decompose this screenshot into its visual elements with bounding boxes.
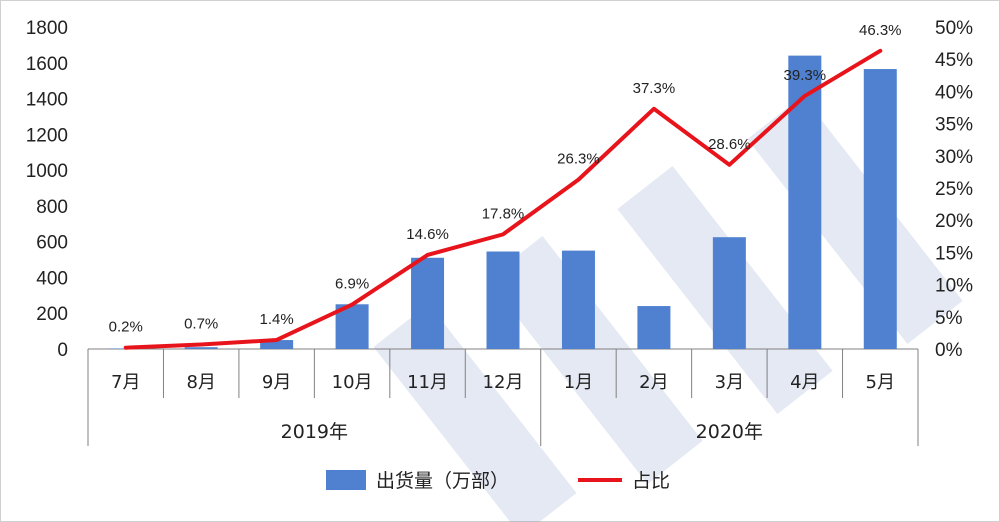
y-left-tick-label: 0 [57, 340, 68, 361]
data-label: 28.6% [708, 136, 751, 153]
x-category-label: 8月 [186, 372, 215, 393]
data-label: 0.2% [109, 319, 143, 336]
y-right-tick-label: 5% [935, 308, 963, 329]
y-right-tick-label: 45% [935, 50, 973, 71]
data-label: 6.9% [335, 276, 369, 293]
y-right-tick-label: 0% [935, 340, 963, 361]
x-category-label: 10月 [332, 372, 373, 393]
bar [561, 250, 595, 349]
bar [486, 251, 520, 349]
y-left-tick-label: 200 [36, 304, 68, 325]
y-right-tick-label: 15% [935, 243, 973, 264]
data-label: 17.8% [482, 205, 525, 222]
x-group-label: 2019年 [281, 421, 348, 443]
y-right-tick-label: 10% [935, 276, 973, 297]
bar [788, 55, 822, 349]
x-category-label: 1月 [564, 372, 593, 393]
y-left-tick-label: 1400 [26, 90, 68, 111]
x-group-label: 2020年 [696, 421, 763, 443]
bar [411, 257, 445, 349]
bar [863, 69, 897, 350]
x-category-label: 7月 [111, 372, 140, 393]
data-label: 37.3% [633, 80, 676, 97]
series-line-share [123, 48, 883, 350]
data-label: 14.6% [406, 226, 449, 243]
y-right-tick-label: 35% [935, 115, 973, 136]
data-label: 1.4% [260, 311, 294, 328]
y-left-tick-label: 1200 [26, 125, 68, 146]
bar [637, 306, 671, 349]
y-left-tick-label: 800 [36, 197, 68, 218]
y-right-tick-label: 25% [935, 179, 973, 200]
y-left-tick-label: 400 [36, 268, 68, 289]
data-label: 26.3% [557, 151, 600, 168]
x-category-label: 11月 [407, 372, 448, 393]
y-left-tick-label: 1000 [26, 161, 68, 182]
x-category-label: 9月 [262, 372, 291, 393]
data-label: 39.3% [784, 67, 827, 84]
y-left-tick-label: 1600 [26, 54, 68, 75]
legend-label-line: 占比 [632, 470, 670, 492]
x-category-label: 2月 [639, 372, 668, 393]
legend-label-bar: 出货量（万部） [376, 470, 509, 492]
y-right-tick-label: 20% [935, 211, 973, 232]
x-category-label: 12月 [483, 372, 524, 393]
y-right-tick-label: 50% [935, 18, 973, 39]
bar [712, 237, 746, 349]
y-right-tick-label: 30% [935, 147, 973, 168]
legend-swatch-bar [326, 470, 366, 490]
bar [260, 340, 294, 349]
bar [184, 347, 218, 349]
data-label: 0.7% [184, 315, 218, 332]
y-left-tick-label: 1800 [26, 18, 68, 39]
y-right-tick-label: 40% [935, 82, 973, 103]
x-category-label: 4月 [790, 372, 819, 393]
x-category-label: 3月 [715, 372, 744, 393]
data-label: 46.3% [859, 22, 902, 39]
x-category-label: 5月 [866, 372, 895, 393]
y-left-tick-label: 600 [36, 233, 68, 254]
